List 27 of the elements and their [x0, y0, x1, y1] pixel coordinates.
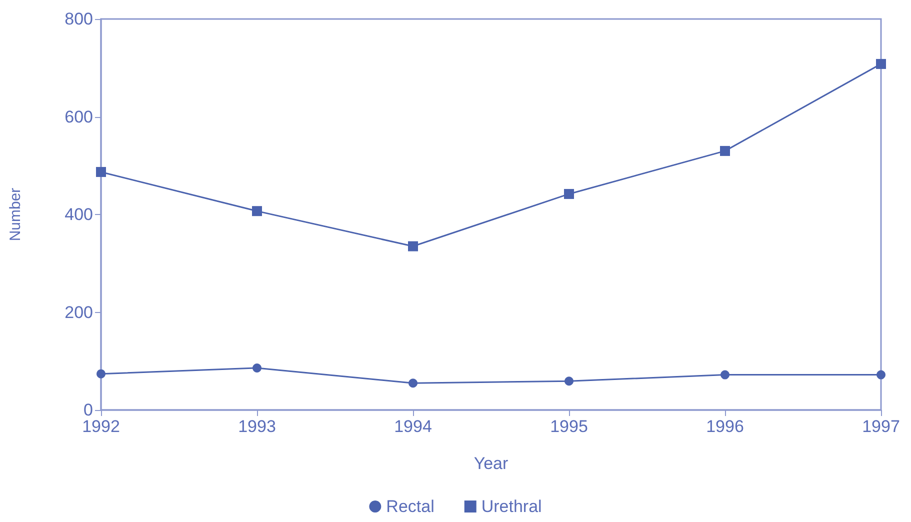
- x-axis-title: Year: [474, 454, 509, 473]
- x-tick-label: 1992: [82, 417, 120, 436]
- point: [720, 146, 730, 156]
- x-tick-label: 1994: [394, 417, 432, 436]
- legend-label: Urethral: [481, 497, 542, 516]
- legend-label: Rectal: [386, 497, 434, 516]
- point: [252, 363, 262, 372]
- point: [876, 370, 886, 380]
- y-tick-label: 0: [84, 400, 93, 420]
- x-tick-label: 1997: [862, 417, 900, 436]
- point: [96, 166, 106, 177]
- y-axis-title: Number: [7, 188, 24, 242]
- point: [252, 206, 262, 216]
- x-tick-label: 1993: [238, 417, 276, 436]
- point: [96, 369, 106, 378]
- y-tick-label: 200: [64, 302, 93, 322]
- x-tick-label: 1995: [550, 417, 588, 436]
- y-tick-label: 400: [64, 205, 93, 224]
- point: [408, 378, 418, 388]
- point: [564, 376, 574, 386]
- point: [876, 58, 886, 69]
- y-tick-label: 600: [64, 107, 93, 126]
- x-tick-label: 1996: [706, 417, 744, 436]
- point: [564, 188, 574, 199]
- point: [408, 241, 418, 252]
- y-tick-label: 800: [64, 10, 93, 28]
- point: [720, 370, 730, 380]
